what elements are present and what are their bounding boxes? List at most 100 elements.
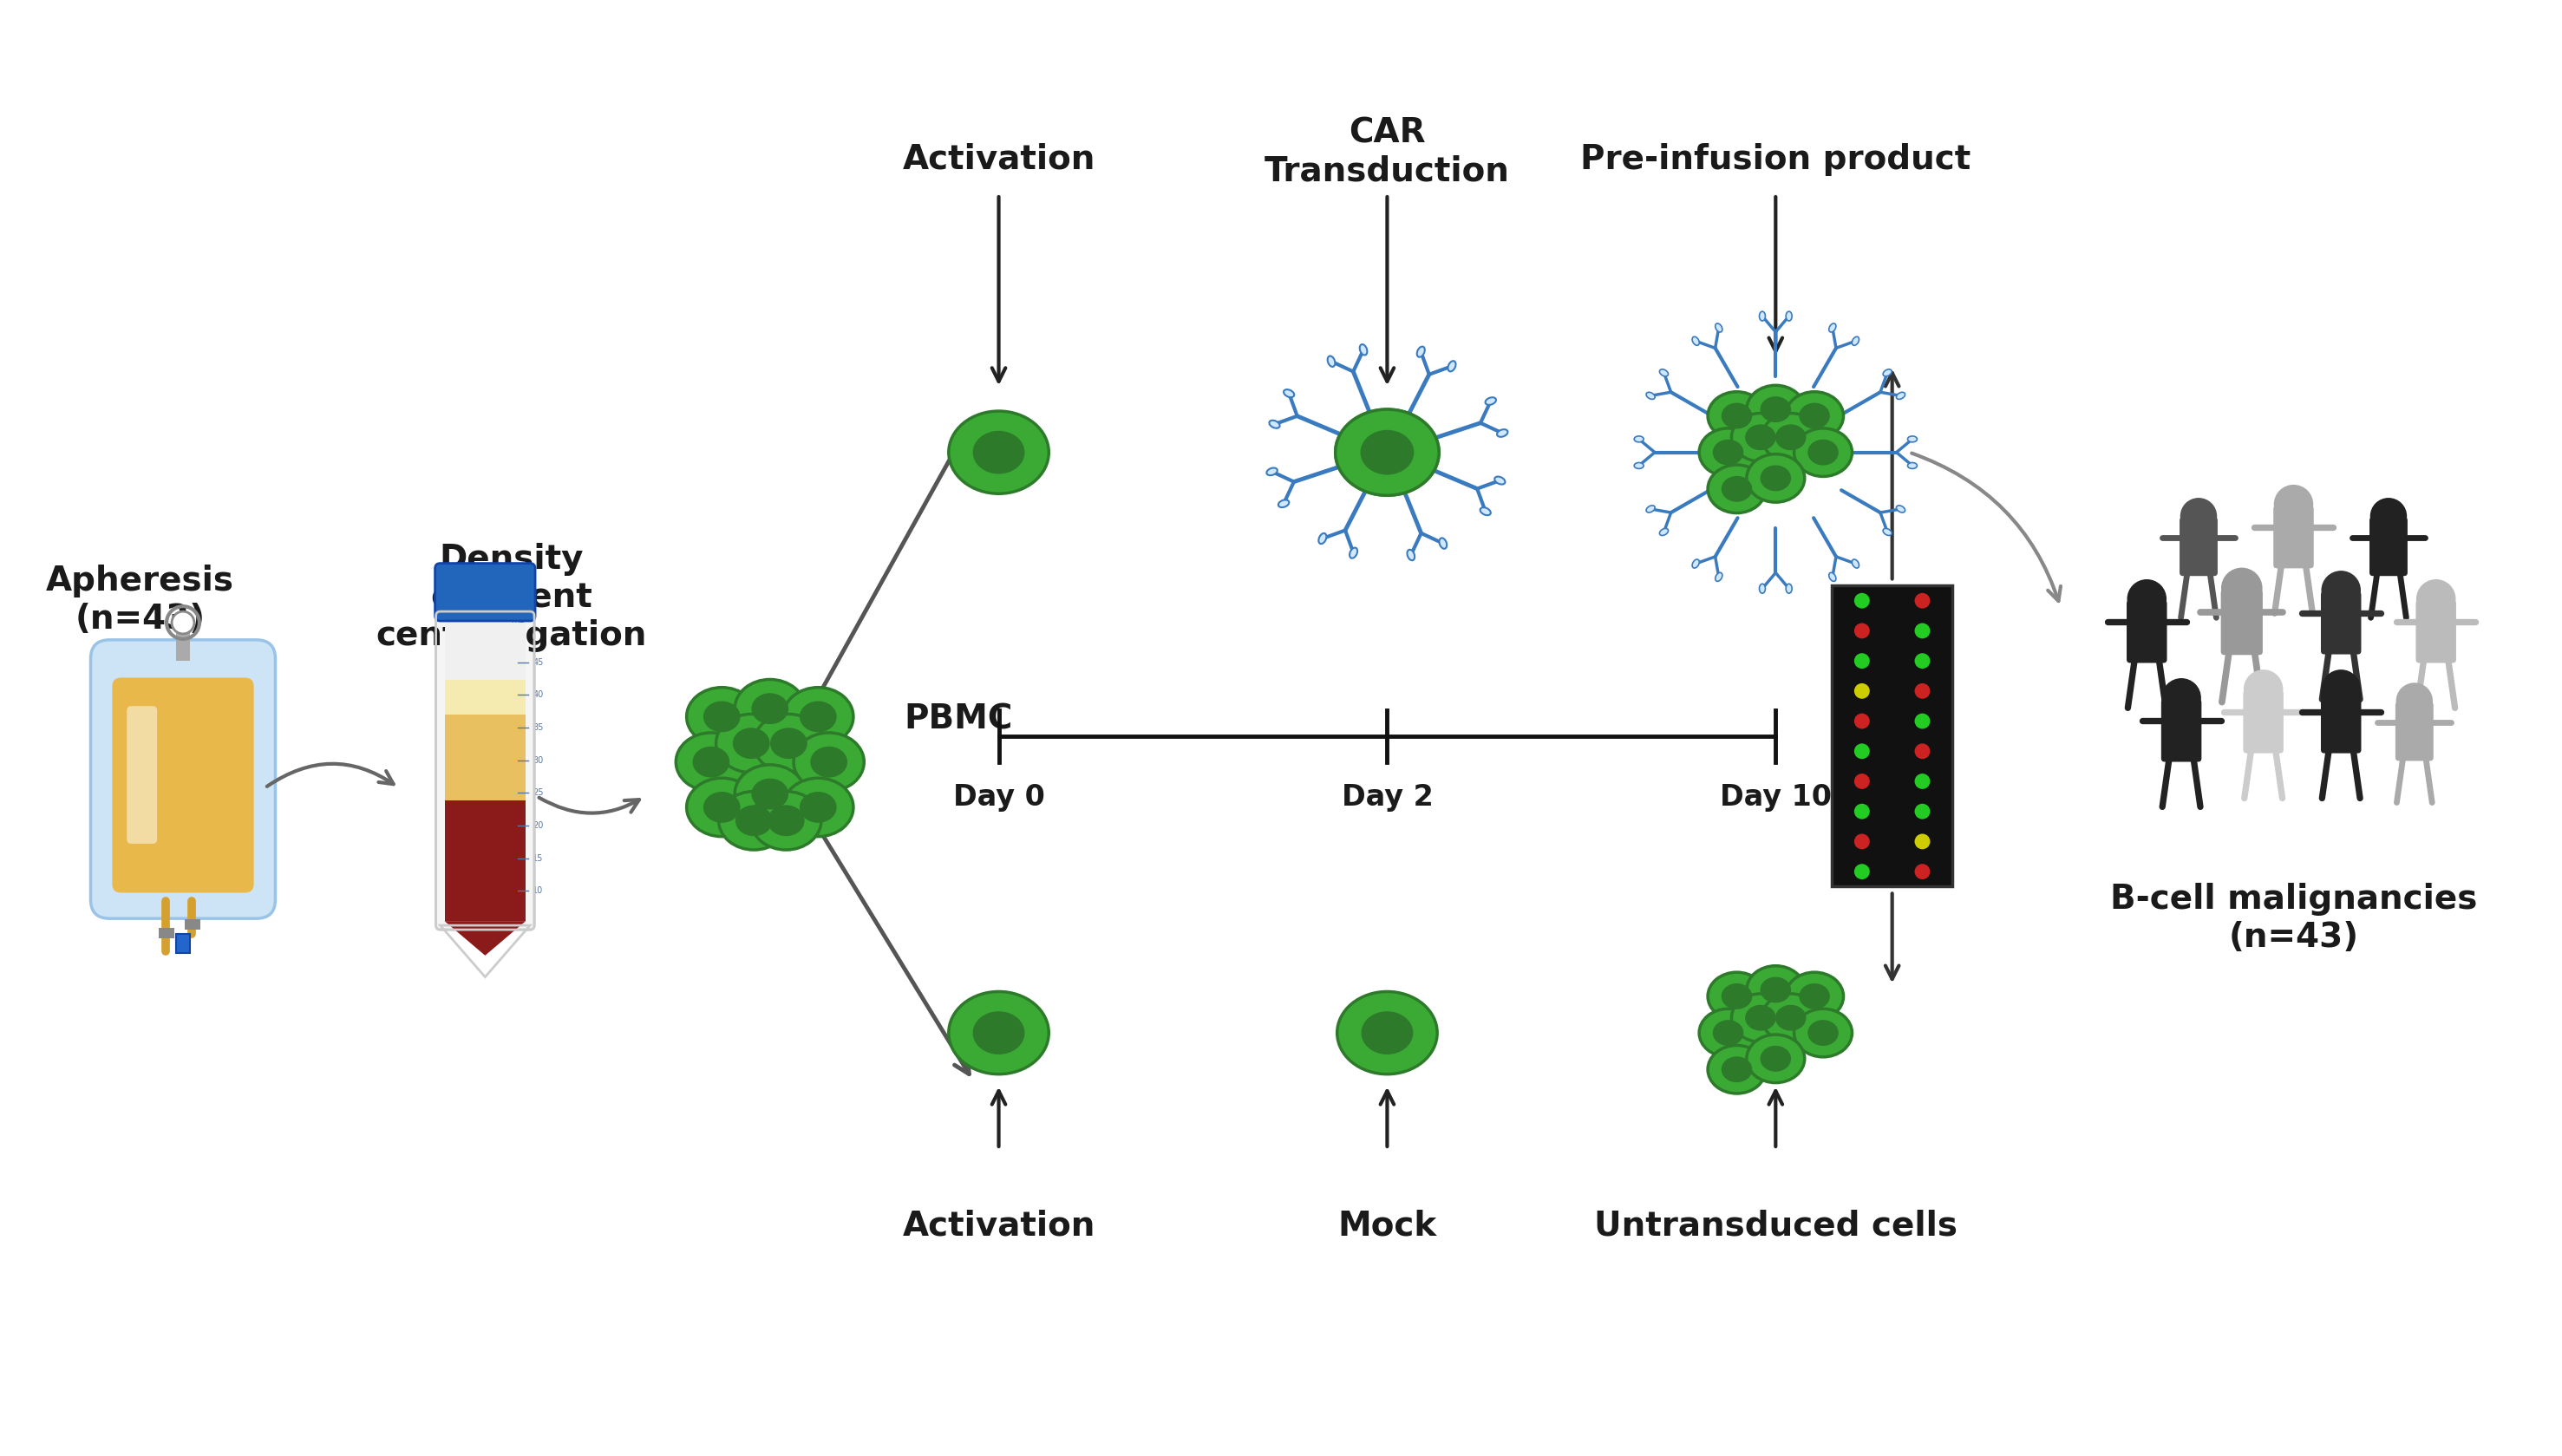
Circle shape: [2395, 683, 2434, 719]
FancyBboxPatch shape: [2126, 600, 2167, 662]
Ellipse shape: [735, 807, 771, 836]
Circle shape: [172, 612, 195, 633]
Ellipse shape: [715, 713, 787, 773]
Ellipse shape: [1709, 464, 1765, 513]
Ellipse shape: [1852, 559, 1860, 568]
Circle shape: [1914, 834, 1929, 849]
FancyBboxPatch shape: [2180, 517, 2219, 577]
Ellipse shape: [1319, 533, 1327, 545]
Ellipse shape: [1747, 386, 1804, 434]
Ellipse shape: [1699, 428, 1758, 476]
Ellipse shape: [1722, 1057, 1752, 1082]
Ellipse shape: [694, 747, 728, 776]
Text: Mock: Mock: [1337, 1208, 1437, 1242]
Ellipse shape: [1691, 559, 1699, 568]
Circle shape: [1914, 713, 1929, 729]
Ellipse shape: [1722, 984, 1752, 1009]
Ellipse shape: [1760, 397, 1791, 421]
FancyBboxPatch shape: [2395, 702, 2434, 761]
Ellipse shape: [1350, 547, 1358, 558]
Ellipse shape: [1747, 1006, 1775, 1029]
Ellipse shape: [753, 713, 825, 773]
Ellipse shape: [753, 779, 787, 808]
Ellipse shape: [1709, 973, 1765, 1021]
Ellipse shape: [1278, 499, 1289, 507]
Text: 25: 25: [533, 789, 543, 798]
Ellipse shape: [1691, 336, 1699, 345]
Bar: [159, 927, 174, 938]
Text: 20: 20: [533, 821, 543, 830]
FancyBboxPatch shape: [2162, 699, 2201, 761]
Ellipse shape: [1335, 409, 1440, 495]
Circle shape: [1855, 744, 1870, 759]
Ellipse shape: [1360, 345, 1368, 355]
Ellipse shape: [1760, 978, 1791, 1002]
Circle shape: [1914, 623, 1929, 639]
Ellipse shape: [1481, 508, 1491, 515]
Ellipse shape: [1809, 440, 1837, 464]
Circle shape: [1855, 713, 1870, 729]
Bar: [177, 630, 190, 661]
FancyBboxPatch shape: [2370, 517, 2408, 577]
Ellipse shape: [1747, 1035, 1804, 1083]
Ellipse shape: [1763, 994, 1819, 1042]
Ellipse shape: [1647, 392, 1655, 399]
Circle shape: [1914, 683, 1929, 699]
Ellipse shape: [771, 728, 807, 759]
Circle shape: [2275, 485, 2313, 524]
Text: B-cell malignancies
(n=43): B-cell malignancies (n=43): [2111, 882, 2477, 954]
Ellipse shape: [720, 792, 789, 850]
FancyBboxPatch shape: [2321, 591, 2362, 654]
Circle shape: [2321, 670, 2360, 709]
Ellipse shape: [1714, 440, 1742, 464]
Ellipse shape: [1717, 572, 1722, 581]
Ellipse shape: [705, 702, 740, 731]
Ellipse shape: [1896, 505, 1906, 513]
Text: Activation: Activation: [902, 1208, 1094, 1242]
Circle shape: [1914, 773, 1929, 789]
Circle shape: [1855, 683, 1870, 699]
FancyBboxPatch shape: [113, 677, 254, 893]
Ellipse shape: [1883, 370, 1891, 376]
Ellipse shape: [1732, 414, 1788, 462]
Ellipse shape: [1635, 463, 1645, 469]
Ellipse shape: [1448, 361, 1455, 371]
Ellipse shape: [1809, 1021, 1837, 1045]
Ellipse shape: [1360, 431, 1414, 473]
Text: 15: 15: [533, 855, 543, 862]
Ellipse shape: [1786, 584, 1791, 593]
Ellipse shape: [799, 792, 835, 823]
Ellipse shape: [751, 792, 822, 850]
Ellipse shape: [769, 807, 804, 836]
Text: Untransduced cells: Untransduced cells: [1594, 1208, 1957, 1242]
Circle shape: [2221, 568, 2262, 609]
Ellipse shape: [687, 778, 756, 837]
Text: 10: 10: [533, 887, 543, 895]
Text: Day 2: Day 2: [1342, 783, 1432, 812]
Ellipse shape: [1494, 476, 1504, 485]
Ellipse shape: [1496, 430, 1509, 437]
Bar: [446, 715, 525, 801]
Text: Pre-infusion product: Pre-infusion product: [1581, 143, 1970, 176]
Ellipse shape: [1786, 312, 1791, 320]
Ellipse shape: [974, 1012, 1025, 1054]
Text: Day 10: Day 10: [1719, 783, 1832, 812]
Ellipse shape: [1717, 323, 1722, 332]
Ellipse shape: [1363, 1012, 1412, 1054]
Ellipse shape: [1722, 478, 1752, 501]
Ellipse shape: [1801, 984, 1829, 1009]
Text: 30: 30: [533, 756, 543, 764]
Ellipse shape: [1852, 336, 1860, 345]
FancyBboxPatch shape: [2244, 690, 2283, 753]
Ellipse shape: [1786, 973, 1845, 1021]
Circle shape: [1855, 593, 1870, 609]
FancyBboxPatch shape: [2416, 600, 2457, 662]
Circle shape: [2126, 579, 2167, 619]
Circle shape: [1914, 593, 1929, 609]
Text: 40: 40: [533, 690, 543, 699]
Text: mL: mL: [510, 616, 525, 625]
FancyBboxPatch shape: [2221, 590, 2262, 655]
Bar: [446, 616, 525, 680]
Ellipse shape: [1635, 437, 1645, 443]
Circle shape: [1855, 834, 1870, 849]
